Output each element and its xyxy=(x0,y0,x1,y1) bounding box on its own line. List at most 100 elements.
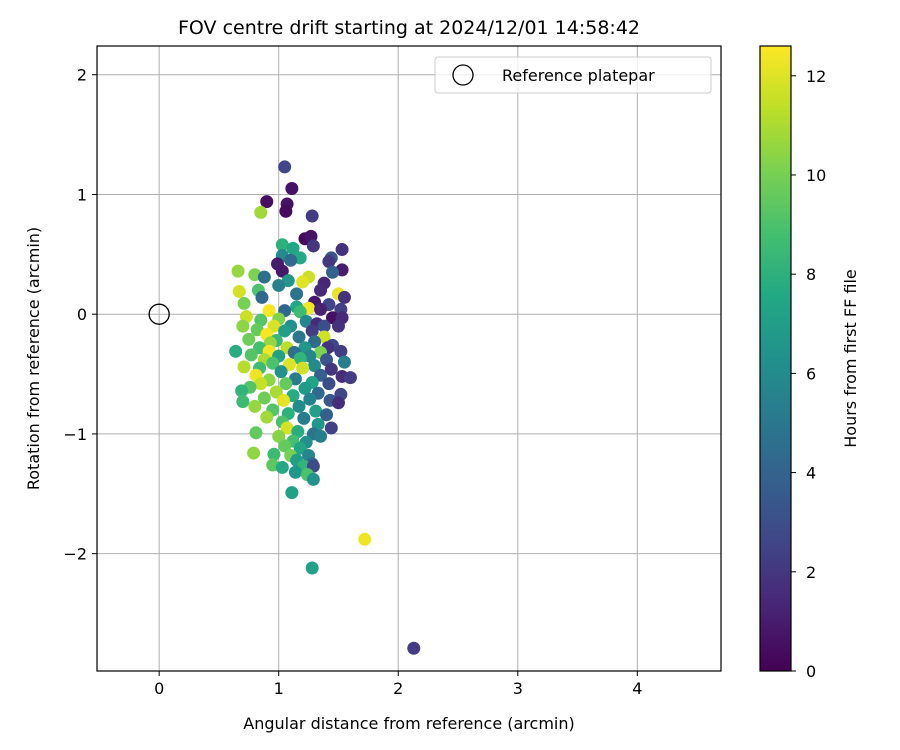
colorbar-gradient xyxy=(760,46,791,671)
data-point xyxy=(305,209,319,223)
data-point xyxy=(249,426,263,440)
legend-label: Reference platepar xyxy=(502,66,655,85)
data-point xyxy=(285,181,299,195)
data-point xyxy=(278,324,292,338)
data-point xyxy=(260,195,274,209)
data-point xyxy=(279,377,293,391)
data-point xyxy=(284,253,298,267)
data-point xyxy=(331,396,345,410)
data-point xyxy=(231,264,245,278)
reference-marker-layer xyxy=(148,303,170,325)
data-point xyxy=(298,381,312,395)
data-point xyxy=(306,472,320,486)
scatter-points xyxy=(229,160,421,655)
data-point xyxy=(242,332,256,346)
data-point xyxy=(290,287,304,301)
data-point xyxy=(272,429,286,443)
data-point xyxy=(229,344,243,358)
data-point xyxy=(235,384,249,398)
data-point xyxy=(248,399,262,413)
data-point xyxy=(303,392,317,406)
data-point xyxy=(292,330,306,344)
data-point xyxy=(254,205,268,219)
data-point xyxy=(324,421,338,435)
colorbar-tick-label: 8 xyxy=(806,265,816,284)
data-point xyxy=(255,290,269,304)
data-point xyxy=(237,296,251,310)
plot-frame xyxy=(96,45,722,672)
data-point xyxy=(308,359,322,373)
data-point xyxy=(267,447,281,461)
y-axis-label: Rotation from reference (arcmin) xyxy=(24,227,43,490)
data-point xyxy=(305,561,319,575)
data-point xyxy=(286,241,300,255)
colorbar-frame xyxy=(759,45,792,672)
data-point xyxy=(299,314,313,328)
data-point xyxy=(337,355,351,369)
y-tick-label: 1 xyxy=(77,185,87,204)
data-point xyxy=(305,324,319,338)
data-point xyxy=(257,270,271,284)
data-point xyxy=(335,243,349,257)
data-point xyxy=(296,275,310,289)
data-point xyxy=(293,305,307,319)
data-point xyxy=(272,278,286,292)
data-point xyxy=(343,371,357,385)
axis-ticks: 0 1 2 3 4 2 1 0 −1 −2 xyxy=(63,66,642,698)
legend-marker-open-circle-icon xyxy=(452,64,474,86)
data-point xyxy=(280,421,294,435)
data-point xyxy=(278,439,292,453)
data-point xyxy=(306,239,320,253)
data-point xyxy=(257,391,271,405)
colorbar-tick-label: 2 xyxy=(806,563,816,582)
data-point xyxy=(276,393,290,407)
y-tick-label: −1 xyxy=(63,425,87,444)
data-point xyxy=(275,264,289,278)
data-point xyxy=(322,255,336,269)
data-point xyxy=(324,362,338,376)
x-tick-label: 3 xyxy=(513,679,523,698)
colorbar-label: Hours from first FF file xyxy=(841,269,860,448)
data-point xyxy=(334,344,348,358)
data-point xyxy=(275,238,289,252)
data-point xyxy=(262,304,276,318)
data-point xyxy=(236,395,250,409)
colorbar-tick-label: 4 xyxy=(806,464,816,483)
data-point xyxy=(311,417,325,431)
colorbar-tick-label: 12 xyxy=(806,67,826,86)
data-point xyxy=(285,486,299,500)
legend: Reference platepar xyxy=(434,56,712,94)
data-point xyxy=(244,348,258,362)
data-point xyxy=(236,319,250,333)
data-point xyxy=(314,283,328,297)
data-point xyxy=(292,399,306,413)
data-point xyxy=(407,641,421,655)
colorbar-tick-label: 0 xyxy=(806,662,816,681)
data-point xyxy=(309,404,323,418)
y-tick-label: −2 xyxy=(63,545,87,564)
x-tick-label: 1 xyxy=(274,679,284,698)
data-point xyxy=(317,319,331,333)
data-point xyxy=(308,335,322,349)
data-point xyxy=(325,265,339,279)
colorbar-tick-label: 6 xyxy=(806,364,816,383)
data-point xyxy=(232,284,246,298)
data-point xyxy=(296,361,310,375)
x-tick-label: 0 xyxy=(154,679,164,698)
data-point xyxy=(358,532,372,546)
y-tick-label: 2 xyxy=(77,66,87,85)
chart-title: FOV centre drift starting at 2024/12/01 … xyxy=(178,17,640,39)
colorbar: 0 2 4 6 8 10 12 Hours from first FF file xyxy=(759,45,860,681)
x-tick-label: 4 xyxy=(632,679,642,698)
data-point xyxy=(337,290,351,304)
data-point xyxy=(331,319,345,333)
data-point xyxy=(237,360,251,374)
data-point xyxy=(322,377,336,391)
data-point xyxy=(297,411,311,425)
colorbar-tick-label: 10 xyxy=(806,166,826,185)
data-point xyxy=(314,302,328,316)
x-axis-label: Angular distance from reference (arcmin) xyxy=(243,714,574,733)
legend-box xyxy=(434,56,712,94)
data-point xyxy=(320,408,334,422)
